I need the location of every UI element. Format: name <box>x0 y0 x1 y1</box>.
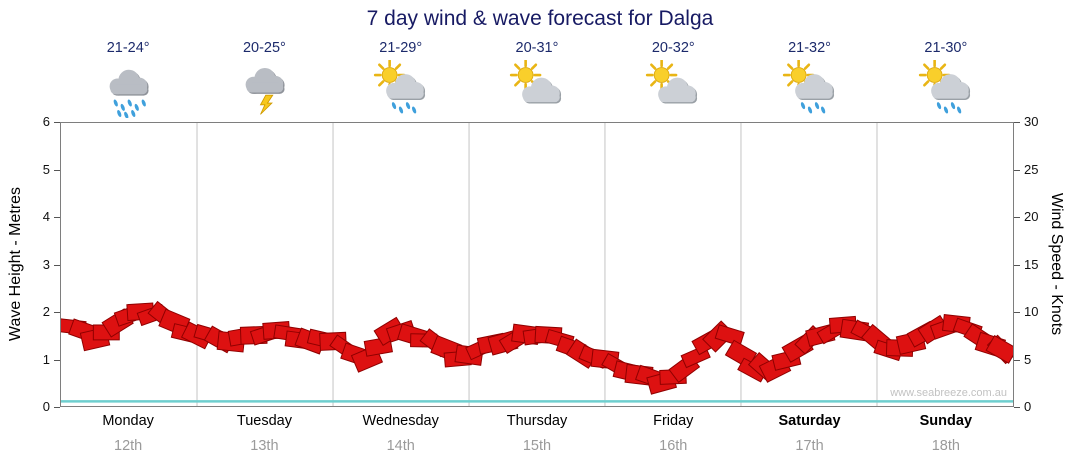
day-label-sunday: Sunday <box>919 413 973 429</box>
day-label-friday: Friday <box>653 413 694 429</box>
right-axis-tick-20: 20 <box>1024 209 1039 224</box>
right-axis-tick-mark <box>1014 407 1020 408</box>
right-axis-tick-30: 30 <box>1024 114 1039 129</box>
rain-icon <box>60 60 196 118</box>
date-labels-row: 12th 13th 14th 15th 16th 17th 18th <box>60 438 1014 454</box>
temp-range-tuesday: 20-25° <box>242 40 286 56</box>
date-label-wednesday: 14th <box>386 438 415 454</box>
left-axis-tick-5: 5 <box>42 161 50 177</box>
left-axis-tick-6: 6 <box>42 114 50 129</box>
right-axis-tick-0: 0 <box>1024 399 1032 414</box>
sun-cloud-rain-icon <box>333 60 469 118</box>
temp-range-monday: 21-24° <box>106 40 150 56</box>
right-axis-tick-mark <box>1014 170 1020 171</box>
page-title: 7 day wind & wave forecast for Dalga <box>366 7 714 30</box>
left-axis-tick-2: 2 <box>42 304 50 319</box>
right-axis-tick-25: 25 <box>1024 161 1039 177</box>
sun-cloud-icon <box>605 60 741 118</box>
right-axis-tick-mark <box>1014 265 1020 266</box>
left-axis-tick-3: 3 <box>42 256 50 272</box>
date-label-friday: 16th <box>659 438 688 454</box>
left-axis-tick-mark <box>54 170 60 171</box>
date-label-thursday: 15th <box>522 438 552 454</box>
day-label-saturday: Saturday <box>778 413 841 429</box>
left-axis-tick-0: 0 <box>42 399 50 414</box>
left-axis-tick-mark <box>54 122 60 123</box>
date-label-saturday: 17th <box>795 438 824 454</box>
date-label-sunday: 18th <box>931 438 960 454</box>
temp-range-saturday: 21-32° <box>788 40 831 56</box>
temp-range-thursday: 20-31° <box>515 40 559 56</box>
storm-icon <box>196 60 332 118</box>
sun-cloud-rain-icon <box>741 60 877 118</box>
left-axis-tick-mark <box>54 217 60 218</box>
day-label-tuesday: Tuesday <box>236 413 292 429</box>
day-labels-row: Monday Tuesday Wednesday Thursday Friday Satu… <box>60 413 1014 429</box>
right-axis-tick-mark <box>1014 360 1020 361</box>
left-axis-tick-4: 4 <box>42 209 50 224</box>
right-axis-tick-10: 10 <box>1024 304 1039 319</box>
right-axis-tick-5: 5 <box>1024 351 1032 367</box>
forecast-chart-canvas <box>61 123 1013 406</box>
wind-speed-flag <box>714 324 745 347</box>
left-axis-tick-1: 1 <box>42 351 50 367</box>
temp-range-sunday: 21-30° <box>924 40 968 56</box>
right-axis-tick-mark <box>1014 122 1020 123</box>
temp-range-wednesday: 21-29° <box>379 40 423 56</box>
weather-icons-row <box>60 60 1014 118</box>
sun-cloud-rain-icon <box>878 60 1014 118</box>
day-label-monday: Monday <box>102 413 154 429</box>
date-label-monday: 12th <box>114 438 143 454</box>
date-label-tuesday: 13th <box>250 438 279 454</box>
chart-plot-area: www.seabreeze.com.au <box>60 122 1014 407</box>
left-axis-tick-mark <box>54 312 60 313</box>
left-axis-tick-mark <box>54 360 60 361</box>
sun-cloud-icon <box>469 60 605 118</box>
day-label-thursday: Thursday <box>506 413 568 429</box>
day-label-wednesday: Wednesday <box>362 413 439 429</box>
left-axis-tick-mark <box>54 407 60 408</box>
right-axis-tick-mark <box>1014 312 1020 313</box>
temp-range-friday: 20-32° <box>651 40 695 56</box>
left-axis-tick-mark <box>54 265 60 266</box>
wind-speed-flag <box>985 334 1013 364</box>
watermark: www.seabreeze.com.au <box>890 387 1007 399</box>
right-axis-tick-15: 15 <box>1024 256 1039 272</box>
temperature-row: 21-24° 20-25° 21-29° 20-31° 20-32° 21-32° 21-3… <box>60 40 1014 56</box>
right-axis-tick-mark <box>1014 217 1020 218</box>
